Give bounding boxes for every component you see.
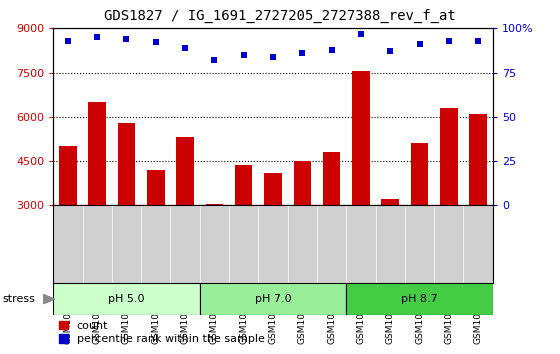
Point xyxy=(151,40,160,45)
Bar xyxy=(88,102,106,294)
Text: pH 7.0: pH 7.0 xyxy=(255,294,291,304)
Legend: count, percentile rank within the sample: count, percentile rank within the sample xyxy=(59,321,264,344)
Bar xyxy=(235,166,253,294)
Bar xyxy=(381,199,399,294)
Bar xyxy=(53,283,200,315)
Text: stress: stress xyxy=(3,294,36,304)
Point xyxy=(93,34,102,40)
Bar xyxy=(147,170,165,294)
Point xyxy=(239,52,248,58)
Bar xyxy=(176,137,194,294)
Bar xyxy=(59,146,77,294)
Point xyxy=(63,38,72,44)
Bar xyxy=(410,143,428,294)
Bar xyxy=(264,173,282,294)
Bar xyxy=(206,204,223,294)
Point xyxy=(327,47,336,52)
Bar xyxy=(352,71,370,294)
Point xyxy=(415,41,424,47)
Point xyxy=(445,38,454,44)
Bar xyxy=(200,283,346,315)
Point xyxy=(356,31,365,36)
Text: pH 8.7: pH 8.7 xyxy=(401,294,438,304)
Bar xyxy=(469,114,487,294)
Bar xyxy=(293,161,311,294)
Point xyxy=(386,48,395,54)
Bar xyxy=(440,108,458,294)
Bar xyxy=(346,283,493,315)
Text: GDS1827 / IG_1691_2727205_2727388_rev_f_at: GDS1827 / IG_1691_2727205_2727388_rev_f_… xyxy=(104,9,456,23)
Point xyxy=(180,45,189,51)
Point xyxy=(122,36,131,42)
Point xyxy=(269,54,278,59)
Point xyxy=(474,38,483,44)
Point xyxy=(210,57,219,63)
Text: pH 5.0: pH 5.0 xyxy=(108,294,144,304)
Point xyxy=(298,50,307,56)
Bar xyxy=(118,123,136,294)
Bar xyxy=(323,152,340,294)
